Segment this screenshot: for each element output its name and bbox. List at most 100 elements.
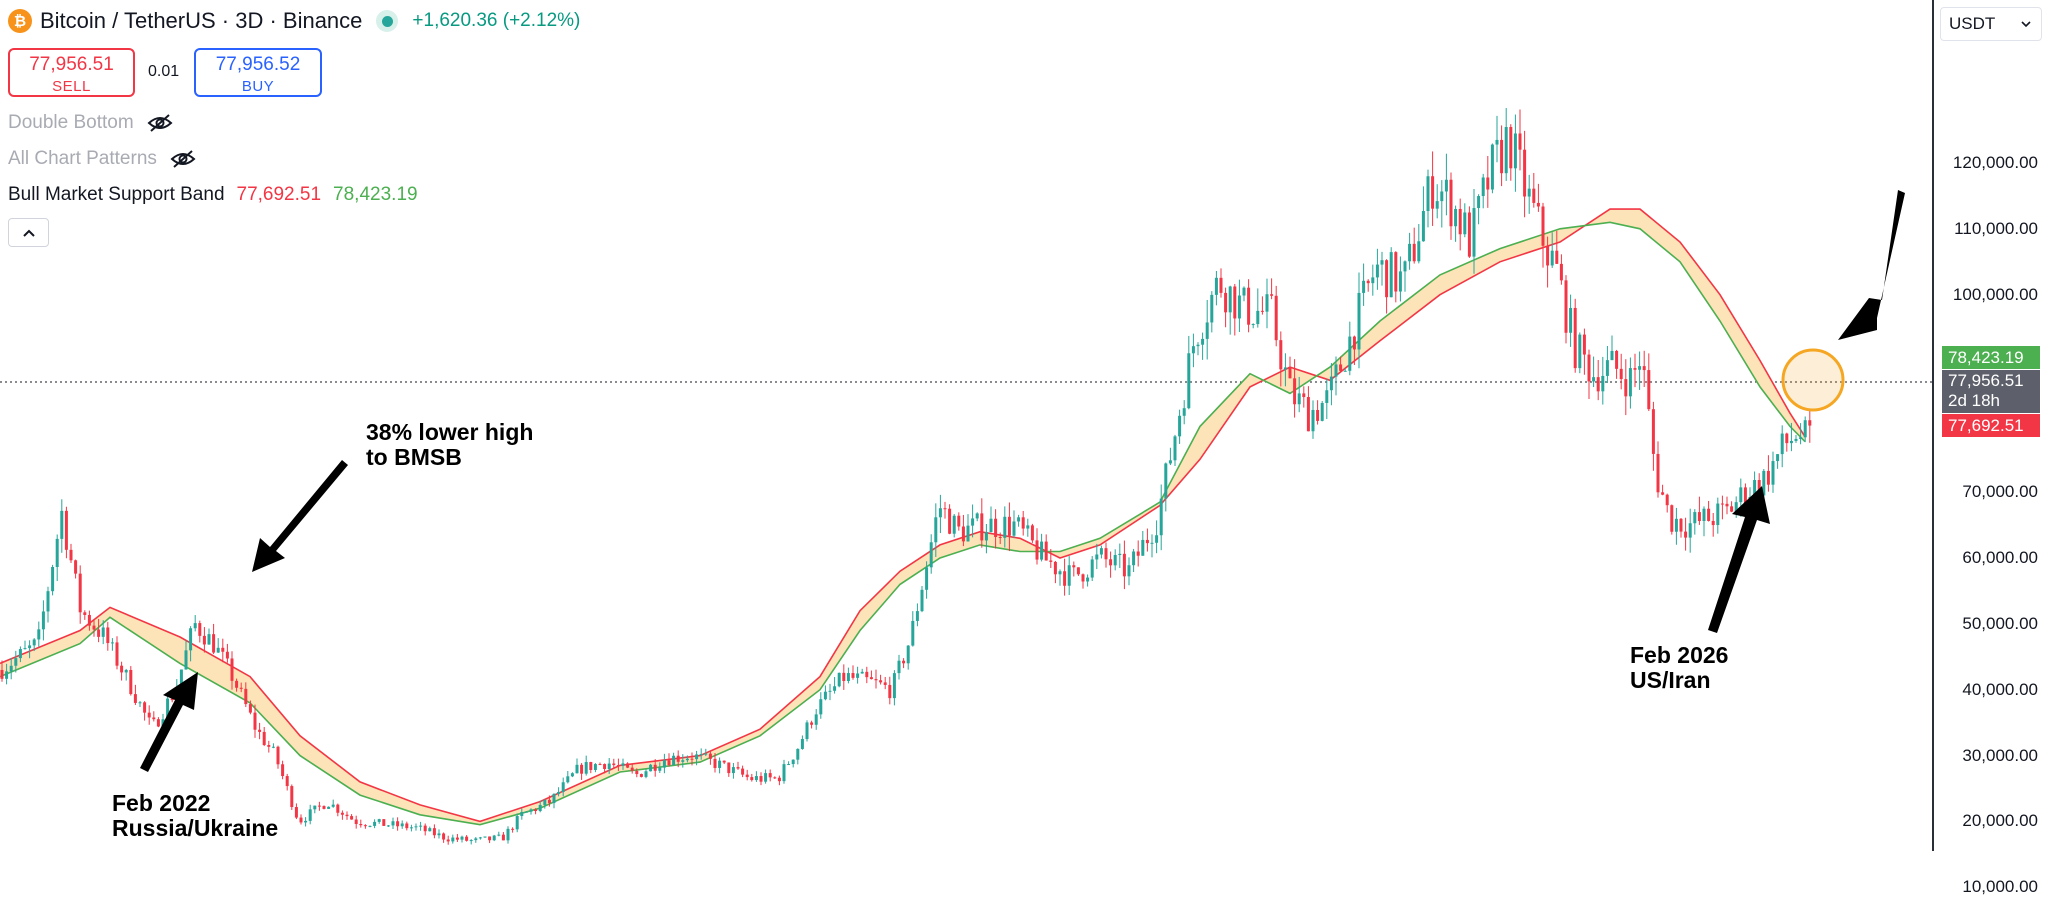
candle-body [796, 748, 800, 760]
candle-body [1017, 517, 1021, 522]
candle-body [593, 764, 597, 770]
candle-body [759, 776, 763, 782]
candle-body [639, 774, 643, 777]
band-fill [0, 209, 1805, 825]
candle-body [1739, 487, 1743, 503]
candle-body [446, 839, 450, 842]
indicator-all-chart-patterns[interactable]: All Chart Patterns [8, 148, 197, 170]
candle-body [1513, 133, 1517, 169]
eye-hidden-icon[interactable] [169, 149, 197, 169]
candle-body [87, 614, 91, 626]
candle-body [971, 518, 975, 526]
candle-body [1371, 277, 1375, 284]
candle-body [1164, 463, 1168, 499]
candle-body [727, 762, 731, 774]
annotation-arrows [140, 190, 1905, 772]
candle-body [787, 764, 791, 766]
candle-body [888, 684, 892, 699]
candle-body [60, 510, 64, 539]
currency-select[interactable]: USDT [1940, 7, 2042, 41]
price-tick-label: 70,000.00 [1962, 482, 2038, 502]
candle-body [538, 804, 542, 812]
candle-body [1578, 334, 1582, 369]
candle-body [883, 682, 887, 685]
candle-body [1141, 539, 1145, 556]
candle-body [681, 760, 685, 762]
candle-body [1251, 324, 1255, 326]
candle-body [1007, 516, 1011, 536]
candle-body [1256, 310, 1260, 325]
candle-body [984, 532, 988, 541]
sell-price: 77,956.51 [29, 54, 114, 75]
candle-body [1679, 518, 1683, 532]
candle-body [488, 836, 492, 841]
candle-body [382, 819, 386, 826]
candle-body [386, 825, 390, 827]
candle-body [1086, 577, 1090, 582]
candle-body [1357, 292, 1361, 350]
candle-body [584, 762, 588, 774]
candle-body [718, 760, 722, 768]
arrow-top-right [1838, 190, 1905, 340]
candle-body [1210, 294, 1214, 323]
candle-body [506, 828, 510, 841]
candle-body [980, 513, 984, 541]
candle-body [1762, 470, 1766, 496]
candle-body [1504, 127, 1508, 174]
candle-body [1697, 512, 1701, 522]
candle-body [1044, 541, 1048, 561]
candle-body [658, 767, 662, 771]
candle-body [1389, 252, 1393, 298]
price-tick-label: 110,000.00 [1954, 218, 2038, 238]
candle-body [1136, 551, 1140, 556]
candle-body [1776, 454, 1780, 462]
candle-body [202, 635, 206, 645]
candle-body [83, 612, 87, 615]
candle-body [1532, 188, 1536, 203]
candle-body [1477, 196, 1481, 209]
candle-body [685, 758, 689, 761]
candle-body [363, 825, 367, 827]
candle-body [64, 510, 68, 550]
candle-body [1426, 176, 1430, 211]
candle-body [1601, 375, 1605, 392]
candle-body [258, 729, 262, 732]
candle-body [1730, 506, 1734, 512]
candle-body [322, 806, 326, 809]
candle-body [934, 517, 938, 543]
symbol-header[interactable]: ₿ Bitcoin / TetherUS · 3D · Binance +1,6… [8, 8, 580, 34]
candle-body [1012, 521, 1016, 536]
candle-body [828, 690, 832, 692]
candle-body [1711, 520, 1715, 526]
candle-body [1214, 277, 1218, 295]
candle-body [874, 679, 878, 681]
eye-hidden-icon[interactable] [146, 113, 174, 133]
collapse-legend-button[interactable] [8, 218, 49, 247]
bmsb-sma-line [0, 208, 1806, 823]
candle-body [69, 549, 73, 561]
price-tick-label: 10,000.00 [1962, 877, 2038, 897]
candle-body [1431, 176, 1435, 209]
candle-body [833, 686, 837, 691]
indicator-double-bottom[interactable]: Double Bottom [8, 112, 174, 134]
indicator-bmsb[interactable]: Bull Market Support Band 77,692.51 78,42… [8, 184, 418, 206]
buy-button[interactable]: 77,956.52 BUY [194, 48, 322, 97]
candle-body [184, 650, 188, 670]
arrow-lower-high [252, 460, 348, 572]
candle-body [198, 623, 202, 636]
candle-body [1490, 144, 1494, 190]
candle-body [1435, 201, 1439, 209]
candle-body [1509, 127, 1513, 169]
candle-body [1145, 539, 1149, 544]
candle-body [1550, 250, 1554, 266]
candle-body [304, 820, 308, 823]
candle-body [695, 754, 699, 760]
candle-body [1651, 409, 1655, 454]
candle-body [722, 760, 726, 763]
candle-body [736, 767, 740, 769]
price-chart[interactable] [0, 0, 1932, 851]
bull-market-support-band [0, 208, 1806, 826]
candle-body [179, 669, 183, 688]
candle-body [879, 680, 883, 683]
sell-button[interactable]: 77,956.51 SELL [8, 48, 135, 97]
